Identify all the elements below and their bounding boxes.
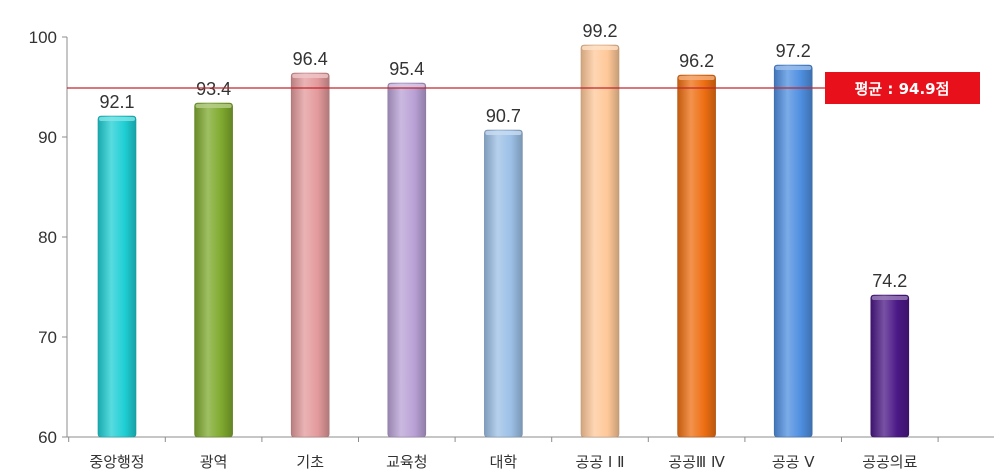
- x-category-label: 공공 Ⅰ Ⅱ: [576, 453, 625, 471]
- x-category-label: 기초: [296, 453, 324, 471]
- bar-6: [580, 44, 620, 438]
- x-category-label: 공공 Ⅴ: [772, 453, 815, 471]
- bars: 92.1 중앙행정 93.4 광역 96.4 기초 95.4 교육청 90.7 대학 99.2 공공 …: [89, 21, 917, 471]
- data-label: 97.2: [776, 41, 811, 61]
- bar-top-highlight: [195, 104, 232, 108]
- y-tick-label: 80: [38, 228, 57, 247]
- bar-top-highlight: [292, 74, 329, 78]
- bar-top-highlight: [99, 117, 135, 121]
- bar-4: [387, 82, 427, 438]
- average-group: 평균 : 94.9점: [67, 72, 980, 104]
- bar-1: [97, 115, 137, 438]
- data-label: 95.4: [389, 59, 424, 79]
- data-label: 90.7: [486, 106, 521, 126]
- x-category-label: 중앙행정: [89, 453, 144, 471]
- bar-top-highlight: [678, 76, 715, 80]
- x-category-label: 대학: [490, 453, 518, 471]
- data-label: 74.2: [872, 271, 907, 291]
- average-badge: [825, 72, 980, 104]
- bar-2: [194, 102, 233, 438]
- x-category-label: 교육청: [386, 453, 427, 471]
- data-label: 99.2: [582, 21, 617, 41]
- y-tick-label: 90: [38, 128, 57, 147]
- data-label: 93.4: [196, 79, 231, 99]
- y-tick-label: 100: [29, 28, 57, 47]
- average-label: 평균 : 94.9점: [855, 80, 950, 98]
- x-category-label: 공공Ⅲ Ⅳ: [668, 453, 725, 471]
- bar-top-highlight: [485, 131, 522, 135]
- bar-8: [773, 64, 813, 438]
- bar-top-highlight: [871, 296, 908, 300]
- bar-3: [290, 72, 330, 438]
- bar-top-highlight: [582, 46, 618, 50]
- x-category-label: 공공의료: [862, 453, 917, 471]
- data-label: 92.1: [99, 92, 134, 112]
- data-label: 96.4: [293, 49, 328, 69]
- bar-5: [484, 129, 523, 438]
- x-category-label: 광역: [200, 453, 228, 471]
- data-label: 96.2: [679, 51, 714, 71]
- y-tick-label: 70: [38, 328, 57, 347]
- bar-top-highlight: [775, 66, 812, 70]
- bar-9: [870, 294, 910, 438]
- bar-top-highlight: [388, 84, 425, 88]
- y-tick-label: 60: [38, 428, 57, 447]
- bar-7: [677, 74, 716, 438]
